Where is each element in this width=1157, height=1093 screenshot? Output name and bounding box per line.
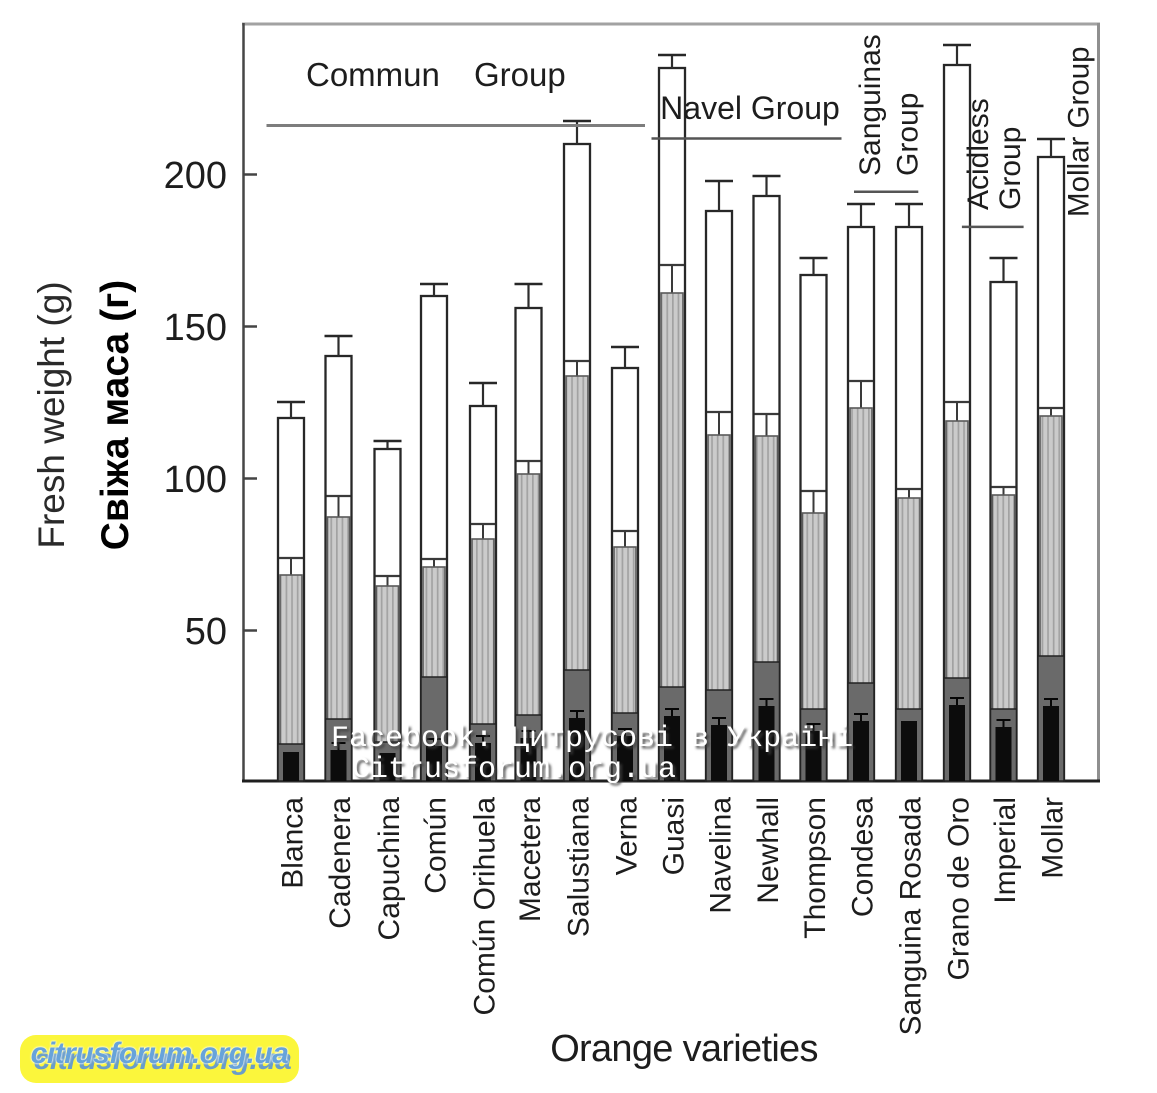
svg-text:200: 200 xyxy=(164,155,227,197)
svg-text:Mollar Group: Mollar Group xyxy=(1063,46,1096,217)
svg-text:Fresh weight (g): Fresh weight (g) xyxy=(31,281,72,548)
svg-text:Sanguina Rosada: Sanguina Rosada xyxy=(895,797,928,1036)
svg-text:Verna: Verna xyxy=(611,797,644,876)
svg-text:Blanca: Blanca xyxy=(277,797,310,889)
svg-text:100: 100 xyxy=(164,459,227,501)
svg-text:Group: Group xyxy=(994,127,1027,210)
svg-text:Newhall: Newhall xyxy=(752,797,785,904)
svg-text:Salustiana: Salustiana xyxy=(563,797,596,937)
svg-text:Sanguinas: Sanguinas xyxy=(854,34,887,176)
svg-text:Capuchina: Capuchina xyxy=(373,797,406,941)
svg-text:Citrusforum.org.ua: Citrusforum.org.ua xyxy=(352,753,676,787)
svg-text:Común: Común xyxy=(420,797,453,894)
svg-text:Navel Group: Navel Group xyxy=(660,90,840,126)
svg-text:Orange varieties: Orange varieties xyxy=(550,1028,818,1070)
svg-text:Facebook: Цитрусові в Україні: Facebook: Цитрусові в Україні xyxy=(331,722,853,756)
svg-text:Commun: Commun xyxy=(306,56,440,93)
svg-text:Свіжа маса (г): Свіжа маса (г) xyxy=(94,280,137,551)
svg-text:Condesa: Condesa xyxy=(847,797,880,917)
svg-text:Acidless: Acidless xyxy=(962,98,995,210)
svg-text:Guasi: Guasi xyxy=(658,797,691,875)
svg-text:Cadenera: Cadenera xyxy=(324,797,357,929)
svg-text:Thompson: Thompson xyxy=(799,797,832,939)
svg-text:Grano de Oro: Grano de Oro xyxy=(943,797,976,980)
svg-text:50: 50 xyxy=(185,611,227,653)
svg-text:Común Orihuela: Común Orihuela xyxy=(469,797,502,1016)
svg-text:Imperial: Imperial xyxy=(989,797,1022,904)
svg-text:Group: Group xyxy=(892,93,925,176)
svg-text:150: 150 xyxy=(164,307,227,349)
svg-text:Macetera: Macetera xyxy=(514,797,547,922)
svg-text:Navelina: Navelina xyxy=(705,797,738,914)
svg-text:Group: Group xyxy=(474,56,566,93)
svg-text:Mollar: Mollar xyxy=(1037,797,1070,879)
